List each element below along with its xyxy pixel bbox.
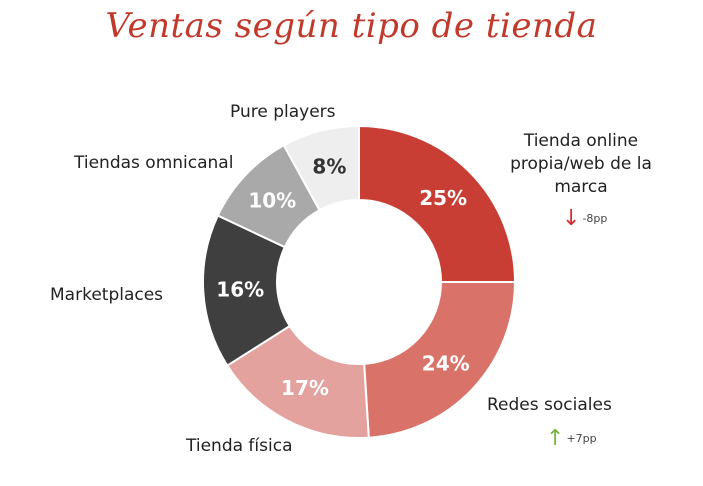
donut-value-label-5: 10%	[248, 189, 296, 213]
arrow-up-icon: ↑	[546, 426, 565, 451]
arrow-down-icon: ↓	[562, 206, 581, 231]
label-tiendas-omnicanal: Tiendas omnicanal	[74, 153, 234, 173]
donut-value-label-6: 8%	[312, 155, 346, 179]
label-marketplaces: Marketplaces	[50, 285, 164, 305]
label-tienda-online-line1: Tienda online	[523, 131, 639, 151]
delta-redes-sociales-text: +7pp	[566, 432, 597, 445]
donut-value-label-4: 16%	[216, 277, 264, 301]
delta-tienda-online-text: -8pp	[582, 212, 608, 225]
label-tienda-online-line3: marca	[554, 177, 608, 197]
donut-value-label-1: 25%	[419, 186, 467, 210]
label-tienda-online-line2: propia/web de la	[510, 154, 652, 174]
label-pure-players: Pure players	[230, 102, 336, 122]
donut-slice-1	[358, 124, 517, 283]
donut-value-labels: 25% 24% 17% 16% 10% 8%	[216, 155, 469, 400]
label-redes-sociales: Redes sociales	[487, 395, 612, 415]
label-tienda-online: Tienda online propia/web de la marca	[497, 130, 665, 199]
donut-value-label-3: 17%	[281, 376, 329, 400]
donut-value-label-2: 24%	[422, 351, 470, 375]
donut-slice-3	[225, 324, 370, 439]
donut-slice-2	[363, 281, 517, 439]
chart-title: Ventas según tipo de tienda	[105, 6, 598, 46]
donut-slice-4	[202, 214, 292, 367]
donut-slices	[202, 124, 517, 439]
donut-slice-6	[282, 124, 360, 212]
delta-redes-sociales: ↑ +7pp	[546, 426, 597, 451]
label-tienda-fisica: Tienda física	[186, 436, 293, 456]
delta-tienda-online: ↓ -8pp	[562, 206, 607, 231]
